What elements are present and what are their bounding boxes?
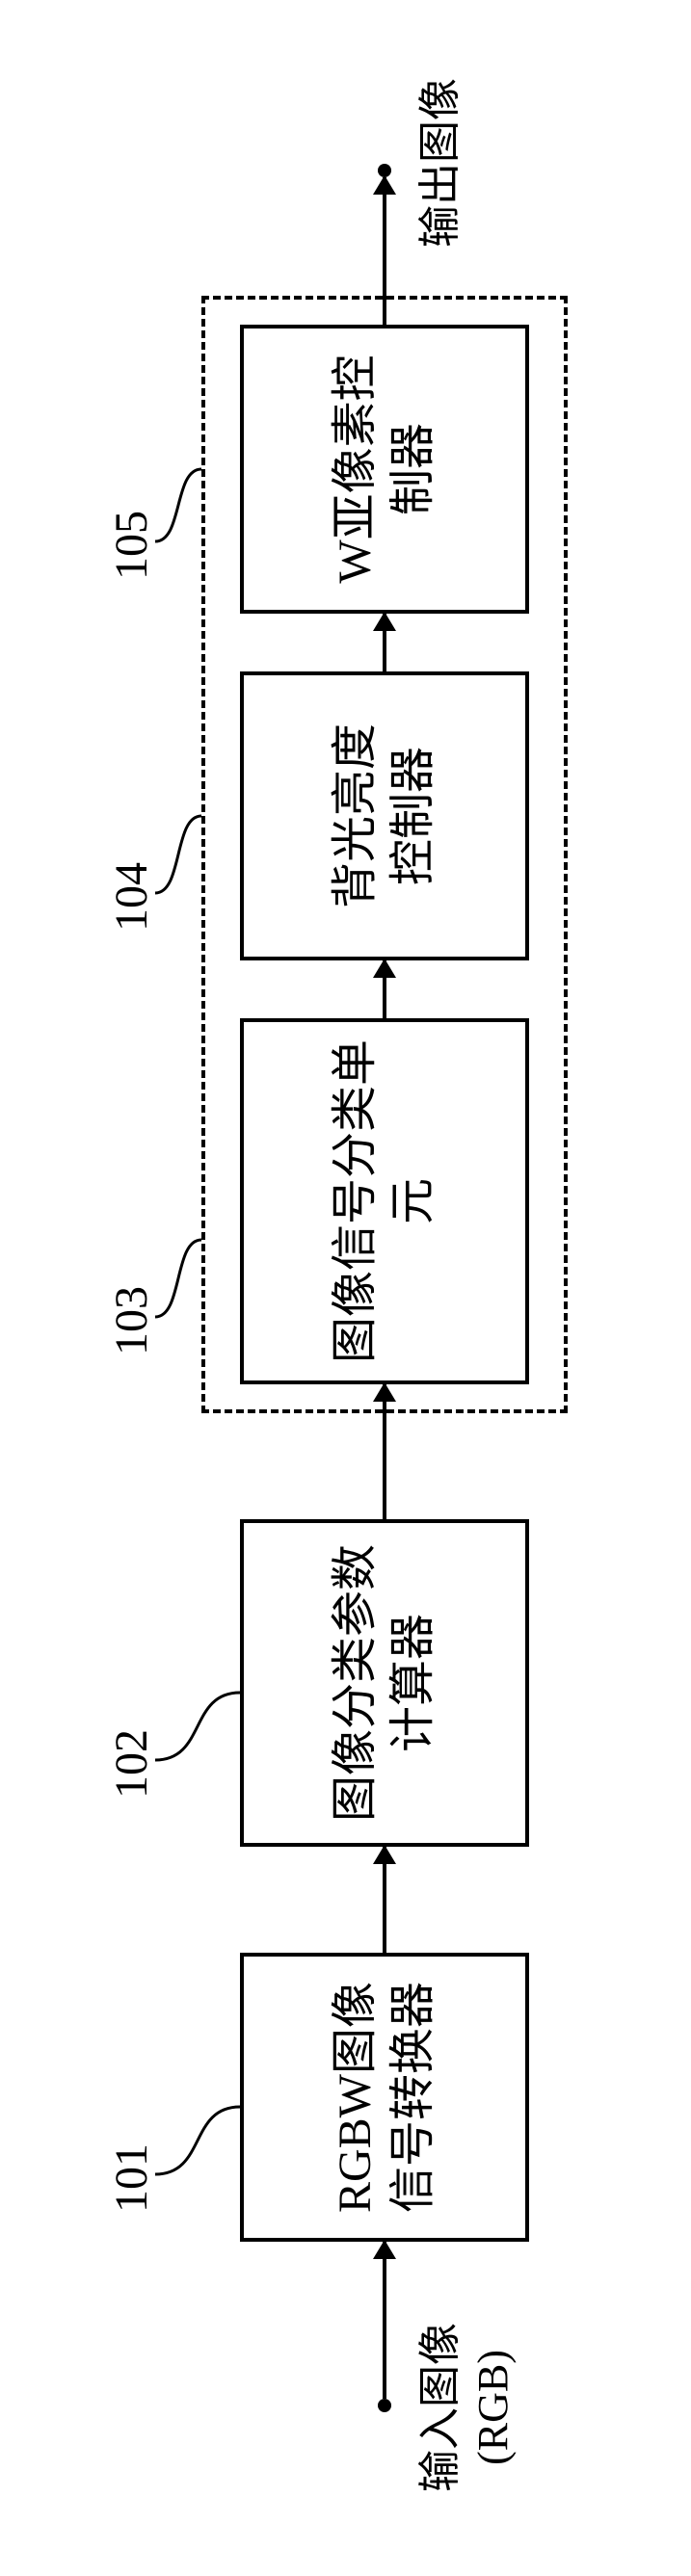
- output-label: 输出图像: [413, 78, 466, 248]
- ref-label-102: 102: [105, 1729, 158, 1799]
- box-label-line1: 图像信号分类单元: [327, 1032, 442, 1371]
- ref-label-104: 104: [105, 862, 158, 932]
- arrow-5: [383, 177, 386, 325]
- input-dot: [378, 2399, 391, 2412]
- arrow-4: [383, 614, 386, 671]
- ref-label-103: 103: [105, 1286, 158, 1355]
- ref-label-101: 101: [105, 2143, 158, 2213]
- box-label-line1: 图像分类参数: [327, 1544, 385, 1822]
- arrow-1: [383, 1847, 386, 1953]
- box-label-line2: 计算器: [385, 1544, 442, 1822]
- box-label-line2: 信号转换器: [385, 1982, 442, 2213]
- box-101: RGBW图像信号转换器: [240, 1953, 529, 2242]
- box-label-line2: 控制器: [385, 723, 442, 908]
- box-103: 图像信号分类单元: [240, 1018, 529, 1384]
- arrow-3: [383, 960, 386, 1018]
- input-label: 输入图像(RGB): [413, 2323, 519, 2492]
- box-label-line1: W亚像素控制器: [327, 338, 442, 600]
- arrow-0: [383, 2242, 386, 2399]
- box-105: W亚像素控制器: [240, 325, 529, 614]
- arrow-2: [383, 1384, 386, 1519]
- box-label-line1: 背光亮度: [327, 723, 385, 908]
- ref-label-105: 105: [105, 511, 158, 580]
- box-label-line1: RGBW图像: [327, 1982, 385, 2213]
- output-dot: [378, 164, 391, 177]
- box-104: 背光亮度控制器: [240, 671, 529, 960]
- box-102: 图像分类参数计算器: [240, 1519, 529, 1847]
